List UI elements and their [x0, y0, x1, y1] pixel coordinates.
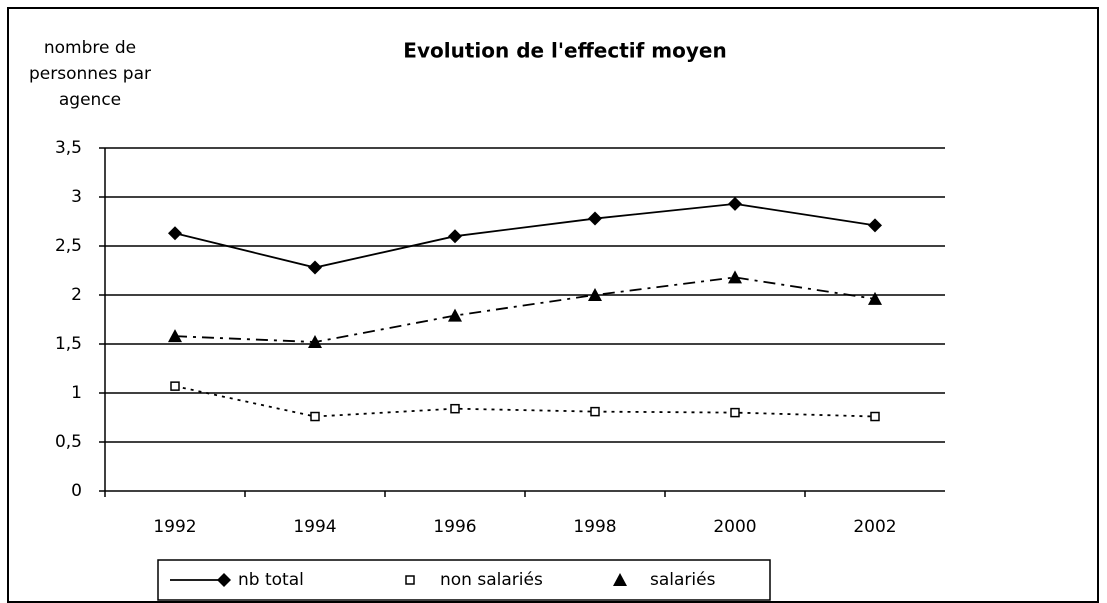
x-tick-label: 1994 [293, 517, 336, 537]
y-tick-label: 1 [71, 383, 82, 403]
legend-marker [613, 573, 627, 586]
y-tick-label: 3,5 [55, 138, 82, 158]
x-tick-label: 1992 [153, 517, 196, 537]
point [310, 411, 320, 422]
y-tick-label: 2 [71, 285, 82, 305]
legend-label: salariés [650, 570, 716, 590]
point [868, 291, 882, 305]
point [308, 260, 322, 275]
point [870, 411, 880, 422]
point [308, 335, 322, 349]
x-tick-label: 2000 [713, 517, 756, 537]
series-line [174, 385, 876, 418]
series-line [174, 276, 876, 343]
point [728, 196, 742, 211]
series-line [174, 202, 876, 269]
point [168, 226, 182, 241]
point [590, 406, 600, 417]
x-tick-label: 1998 [573, 517, 616, 537]
y-tick-label: 0 [71, 481, 82, 501]
y-tick-label: 1,5 [55, 334, 82, 354]
x-tick-label: 1996 [433, 517, 476, 537]
point [168, 329, 182, 343]
point [448, 229, 462, 244]
y-axis-label: agence [59, 90, 121, 110]
y-axis-label: personnes par [29, 64, 151, 84]
point [728, 270, 742, 284]
legend-box [157, 559, 771, 601]
y-tick-label: 2,5 [55, 236, 82, 256]
y-tick-label: 0,5 [55, 432, 82, 452]
chart-frame [7, 7, 1099, 603]
legend-marker [217, 573, 231, 587]
x-tick-label: 2002 [853, 517, 896, 537]
point [450, 403, 460, 414]
point [730, 407, 740, 418]
legend-label: nb total [238, 570, 304, 590]
chart-title: Evolution de l'effectif moyen [403, 39, 726, 63]
y-tick-label: 3 [71, 187, 82, 207]
point [868, 218, 882, 233]
y-axis-label: nombre de [44, 38, 136, 58]
point [588, 211, 602, 226]
point [588, 288, 602, 301]
legend-label: non salariés [440, 570, 543, 590]
legend-marker [405, 575, 415, 585]
point [170, 381, 180, 391]
point [448, 308, 462, 322]
